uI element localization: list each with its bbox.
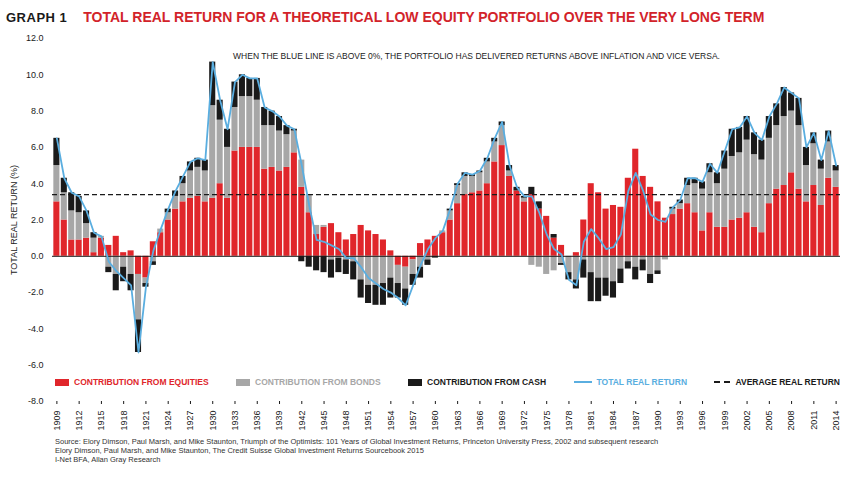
html-text:TOTAL REAL RETURN: TOTAL REAL RETURN xyxy=(596,377,687,387)
svg-text:1942: 1942 xyxy=(297,411,307,431)
html-text:CONTRIBUTION FROM BONDS: CONTRIBUTION FROM BONDS xyxy=(255,377,381,387)
svg-text:2.0: 2.0 xyxy=(31,215,44,225)
svg-text:2008: 2008 xyxy=(786,411,796,431)
svg-text:-4.0: -4.0 xyxy=(28,324,44,334)
svg-text:1960: 1960 xyxy=(430,411,440,431)
svg-text:1936: 1936 xyxy=(252,411,262,431)
svg-text:8.0: 8.0 xyxy=(31,106,44,116)
html-text:CONTRIBUTION FROM EQUITIES: CONTRIBUTION FROM EQUITIES xyxy=(74,377,209,387)
svg-text:1915: 1915 xyxy=(96,411,106,431)
svg-text:1993: 1993 xyxy=(675,411,685,431)
html-text:GRAPH 1: GRAPH 1 xyxy=(6,9,68,25)
svg-text:1933: 1933 xyxy=(230,411,240,431)
svg-text:2005: 2005 xyxy=(764,411,774,431)
svg-text:1987: 1987 xyxy=(631,411,641,431)
svg-text:TOTAL REAL RETURN (%): TOTAL REAL RETURN (%) xyxy=(9,165,19,275)
svg-text:1957: 1957 xyxy=(408,411,418,431)
svg-text:-8.0: -8.0 xyxy=(28,396,44,406)
svg-text:-6.0: -6.0 xyxy=(28,360,44,370)
svg-text:6.0: 6.0 xyxy=(31,142,44,152)
svg-text:1924: 1924 xyxy=(163,411,173,431)
svg-text:1945: 1945 xyxy=(319,411,329,431)
svg-text:1984: 1984 xyxy=(608,411,618,431)
svg-text:2011: 2011 xyxy=(809,411,819,430)
svg-text:2014: 2014 xyxy=(831,411,841,431)
svg-text:1954: 1954 xyxy=(386,411,396,431)
svg-text:1912: 1912 xyxy=(74,411,84,431)
svg-text:1996: 1996 xyxy=(697,411,707,431)
svg-text:1966: 1966 xyxy=(475,411,485,431)
svg-text:1927: 1927 xyxy=(185,411,195,431)
svg-text:WHEN THE BLUE LINE IS ABOVE 0%: WHEN THE BLUE LINE IS ABOVE 0%, THE PORT… xyxy=(233,51,720,61)
svg-text:1969: 1969 xyxy=(497,411,507,431)
svg-text:1963: 1963 xyxy=(453,411,463,431)
svg-text:0.0: 0.0 xyxy=(31,251,44,261)
svg-text:1921: 1921 xyxy=(141,411,151,431)
html-text:CONTRIBUTION FROM CASH: CONTRIBUTION FROM CASH xyxy=(427,377,547,387)
html-text:AVERAGE REAL RETURN: AVERAGE REAL RETURN xyxy=(735,377,840,387)
svg-text:1930: 1930 xyxy=(208,411,218,431)
svg-text:1918: 1918 xyxy=(119,411,129,431)
svg-text:1939: 1939 xyxy=(274,411,284,431)
html-text:Source: Elory Dimson, Paul Mar: Source: Elory Dimson, Paul Marsh, and Mi… xyxy=(55,437,659,446)
html-text:I-Net BFA, Allan Gray Research: I-Net BFA, Allan Gray Research xyxy=(55,455,161,464)
svg-text:-2.0: -2.0 xyxy=(28,287,44,297)
html-text:TOTAL REAL RETURN FOR A THEORE: TOTAL REAL RETURN FOR A THEORETICAL LOW … xyxy=(83,9,765,25)
svg-text:1948: 1948 xyxy=(341,411,351,431)
svg-text:1951: 1951 xyxy=(363,411,373,431)
svg-text:1990: 1990 xyxy=(653,411,663,431)
svg-text:12.0: 12.0 xyxy=(26,33,44,43)
svg-text:1909: 1909 xyxy=(52,411,62,431)
svg-text:2002: 2002 xyxy=(742,411,752,431)
svg-text:1978: 1978 xyxy=(564,411,574,431)
svg-text:1999: 1999 xyxy=(720,411,730,431)
svg-text:4.0: 4.0 xyxy=(31,179,44,189)
html-text:Elory Dimson, Paul Marsh, and: Elory Dimson, Paul Marsh, and Mike Staun… xyxy=(55,446,424,455)
svg-text:1975: 1975 xyxy=(542,411,552,431)
svg-text:1981: 1981 xyxy=(586,411,596,431)
svg-text:1972: 1972 xyxy=(519,411,529,431)
svg-text:10.0: 10.0 xyxy=(26,70,44,80)
